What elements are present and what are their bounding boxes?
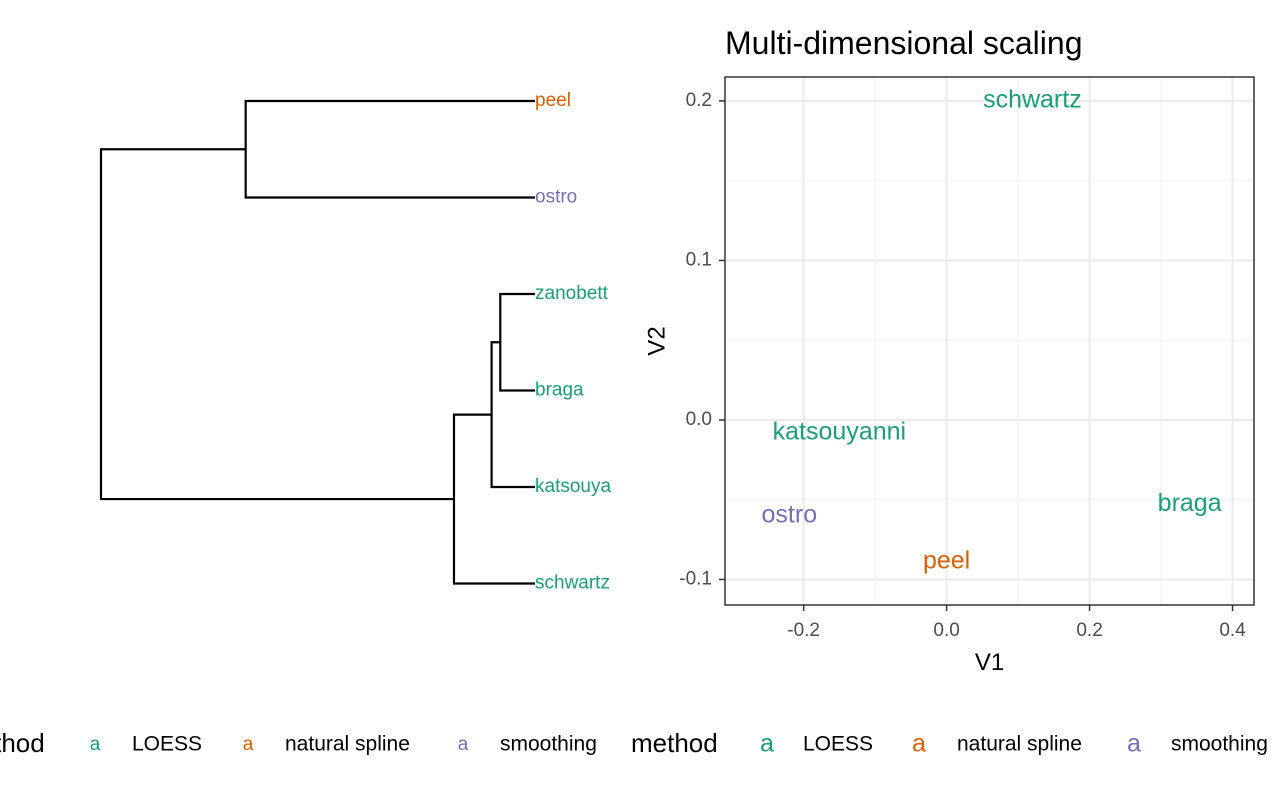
- mds-legend: method a LOESS a natural spline a smoothing: [631, 728, 1268, 758]
- x-tick-label: 0.0: [933, 620, 959, 641]
- x-tick-label: -0.2: [787, 620, 820, 641]
- dendrogram-leaf-label: katsouya: [535, 476, 611, 497]
- dendrogram-branch: [499, 292, 535, 392]
- legend-item-label: smoothing: [1171, 733, 1268, 756]
- legend-title: method: [631, 728, 718, 758]
- dendrogram-leaf-label: zanobett: [535, 283, 609, 304]
- mds-point-label: katsouyanni: [773, 417, 906, 445]
- panel-border: [724, 76, 1255, 606]
- legend-item-label: LOESS: [132, 733, 202, 756]
- y-axis-title: V2: [643, 326, 670, 355]
- dendrogram-branch: [452, 413, 535, 585]
- dendrogram-leaf-label: peel: [535, 90, 571, 111]
- legend-key-symbol: a: [90, 734, 101, 755]
- dendrogram-leaf-label: ostro: [535, 187, 577, 208]
- y-tick-label: -0.1: [679, 568, 712, 589]
- dendrogram-leaf-label: braga: [535, 380, 584, 401]
- y-tick-label: 0.1: [686, 249, 712, 270]
- legend-key-symbol: a: [243, 734, 254, 755]
- y-tick-label: 0.0: [686, 409, 712, 430]
- plot-title: Multi-dimensional scaling: [725, 25, 1082, 61]
- mds-point-label: peel: [923, 547, 970, 575]
- mds-point-label: braga: [1158, 489, 1222, 517]
- dendrogram-leaf-label: schwartz: [535, 573, 610, 594]
- y-tick-label: 0.2: [686, 90, 712, 111]
- legend-key-symbol: a: [760, 730, 774, 758]
- dendrogram-branch: [490, 341, 535, 489]
- legend-key-symbol: a: [1127, 730, 1141, 758]
- mds-scatter-panel: -0.2 0.0 0.2 0.4 -0.1 0.0 0.1 0.2 schwartz katsou…: [643, 25, 1255, 676]
- x-axis-title: V1: [975, 649, 1004, 676]
- x-tick-label: 0.2: [1076, 620, 1102, 641]
- dendrogram-legend: method a LOESS a natural spline a smoothing: [0, 728, 597, 758]
- legend-item-label: natural spline: [285, 733, 410, 756]
- legend-item-label: natural spline: [957, 733, 1082, 756]
- mds-point-label: schwartz: [983, 86, 1082, 114]
- legend-item-label: smoothing: [500, 733, 597, 756]
- plot-background: [725, 77, 1254, 605]
- legend-key-symbol: a: [912, 730, 926, 758]
- dendrogram-branch: [99, 148, 454, 501]
- dendrogram-panel: peel ostro zanobett braga katsouya schwartz: [99, 90, 611, 594]
- legend-title: method: [0, 728, 45, 758]
- dendrogram-branch: [244, 99, 535, 199]
- legend-item-label: LOESS: [803, 733, 873, 756]
- x-tick-label: 0.4: [1219, 620, 1246, 641]
- legend-key-symbol: a: [458, 734, 469, 755]
- mds-point-label: ostro: [762, 500, 818, 528]
